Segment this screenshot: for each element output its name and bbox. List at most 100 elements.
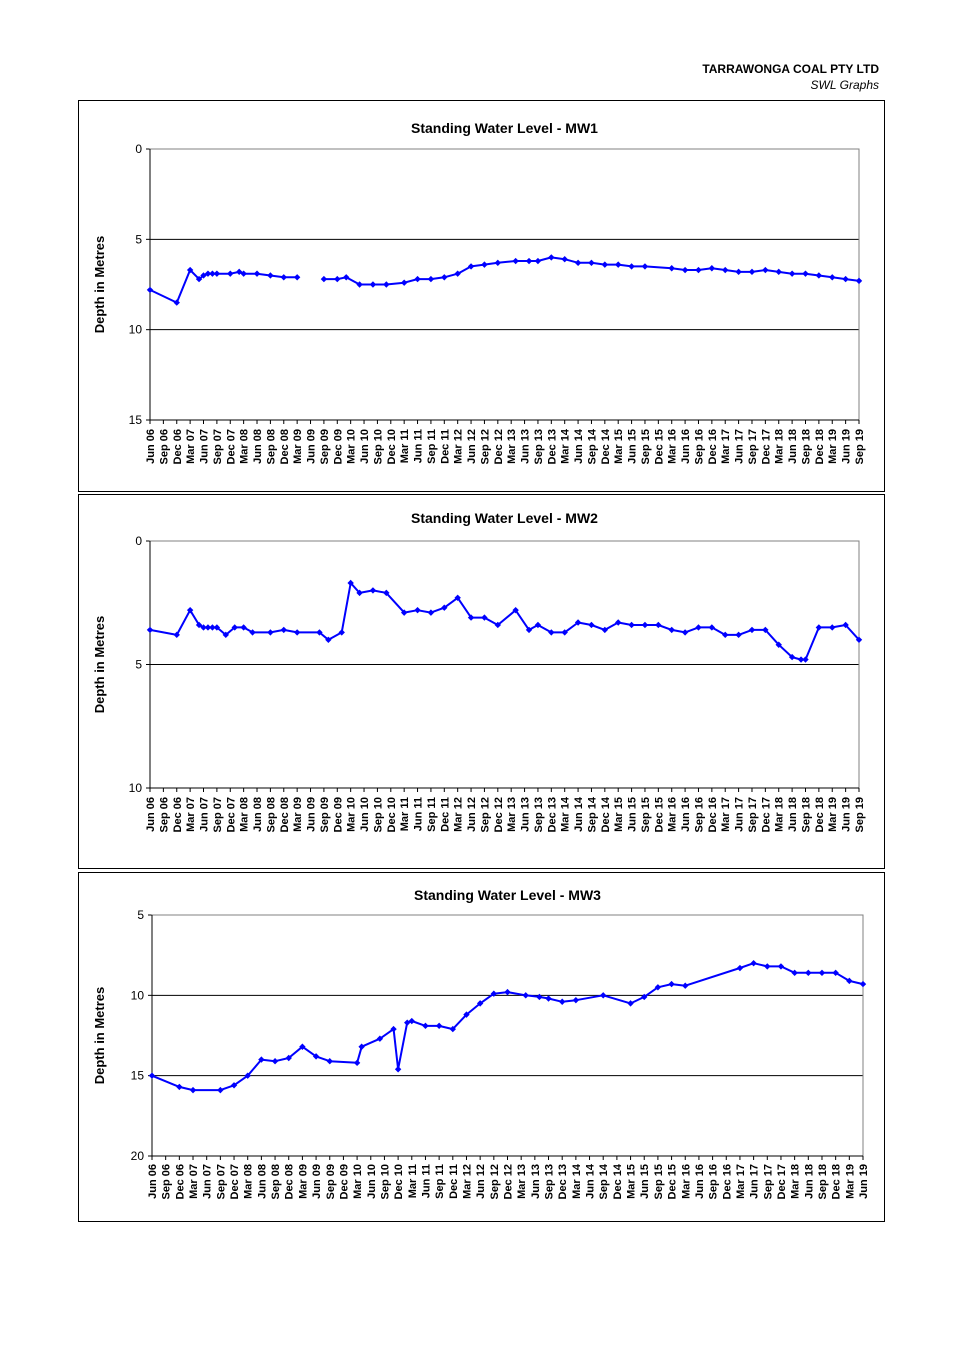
x-tick-label: Dec 10 [386, 429, 398, 464]
x-tick-label: Sep 06 [158, 797, 170, 832]
data-point [601, 261, 609, 268]
data-point [829, 624, 836, 631]
data-point [204, 270, 212, 277]
x-tick-label: Dec 11 [439, 797, 451, 832]
x-tick-label: Sep 08 [270, 1164, 282, 1199]
x-tick-label: Dec 06 [172, 797, 184, 832]
data-point [534, 257, 542, 265]
x-tick-label: Sep 12 [479, 797, 491, 832]
x-tick-label: Sep 14 [598, 1163, 610, 1199]
y-tick-label: 10 [129, 323, 143, 337]
x-tick-label: Sep 18 [817, 1164, 829, 1199]
x-tick-label: Jun 15 [639, 1164, 651, 1199]
x-tick-label: Mar 18 [774, 797, 786, 832]
data-point [189, 1086, 197, 1094]
data-point [842, 621, 849, 629]
chart-title: Standing Water Level - MW3 [414, 887, 601, 903]
data-point [267, 272, 274, 279]
data-point [271, 1058, 279, 1065]
data-point [358, 1043, 365, 1050]
x-tick-label: Jun 17 [734, 797, 746, 832]
y-axis-label: Depth in Metres [92, 987, 107, 1085]
x-tick-label: Dec 14 [600, 796, 612, 832]
y-tick-label: 15 [129, 413, 143, 427]
x-tick-label: Jun 15 [627, 797, 639, 832]
data-point [176, 1083, 183, 1091]
data-point [522, 992, 529, 999]
x-tick-label: Sep 14 [586, 796, 598, 832]
data-point [334, 275, 341, 283]
x-tick-label: Dec 17 [760, 429, 772, 464]
x-tick-label: Jun 18 [803, 1164, 815, 1199]
data-point [356, 281, 363, 288]
x-tick-label: Mar 15 [613, 797, 625, 832]
x-tick-label: Jun 06 [145, 797, 157, 832]
data-point [186, 266, 194, 274]
x-tick-label: Mar 16 [680, 1164, 692, 1199]
x-tick-label: Jun 11 [413, 429, 425, 463]
x-tick-label: Mar 15 [613, 429, 625, 464]
x-tick-label: Jun 07 [199, 797, 211, 832]
data-point [762, 266, 769, 274]
x-tick-label: Jun 15 [627, 429, 639, 464]
data-point [615, 619, 622, 626]
x-tick-label: Sep 10 [379, 1164, 391, 1199]
x-tick-label: Sep 12 [479, 429, 491, 464]
data-point [394, 1066, 402, 1073]
x-tick-label: Mar 13 [506, 797, 518, 832]
data-point [775, 268, 782, 276]
data-point [750, 960, 757, 967]
x-tick-label: Dec 12 [493, 797, 505, 832]
x-tick-label: Sep 10 [372, 797, 384, 832]
x-tick-label: Dec 18 [831, 1164, 843, 1199]
x-tick-label: Dec 13 [557, 1164, 569, 1199]
x-tick-label: Dec 17 [760, 797, 772, 832]
data-point [628, 263, 635, 270]
x-tick-label: Jun 07 [202, 1164, 214, 1199]
x-tick-label: Jun 14 [585, 1163, 597, 1199]
data-point [369, 281, 377, 288]
x-tick-label: Jun 10 [359, 797, 371, 832]
x-tick-label: Jun 13 [520, 797, 532, 832]
x-tick-label: Mar 11 [399, 429, 411, 463]
x-tick-label: Jun 12 [466, 429, 478, 464]
data-point [682, 982, 689, 989]
data-point [588, 621, 595, 629]
data-point [227, 270, 234, 277]
x-tick-label: Jun 18 [787, 429, 799, 464]
data-point [213, 270, 221, 277]
x-tick-label: Sep 16 [693, 429, 705, 464]
x-tick-label: Dec 06 [172, 429, 184, 464]
y-tick-label: 10 [129, 781, 143, 795]
y-tick-label: 5 [137, 908, 144, 922]
x-tick-label: Mar 07 [185, 429, 197, 464]
chart-mw1: Standing Water Level - MW1 Depth in Metre… [92, 120, 866, 464]
y-tick-label: 0 [135, 142, 142, 156]
x-tick-label: Jun 19 [841, 797, 853, 832]
x-tick-label: Sep 09 [325, 1164, 337, 1199]
data-point [805, 969, 812, 977]
data-point [320, 275, 328, 283]
x-tick-label: Sep 15 [640, 797, 652, 832]
data-point [217, 1086, 224, 1094]
x-tick-label: Sep 10 [372, 429, 384, 464]
x-tick-label: Jun 11 [420, 1164, 432, 1198]
x-tick-label: Sep 18 [800, 797, 812, 832]
data-point [280, 626, 287, 634]
x-tick-label: Jun 08 [256, 1164, 268, 1199]
y-tick-label: 5 [135, 658, 142, 672]
y-tick-label: 5 [135, 232, 142, 246]
x-tick-label: Dec 09 [332, 797, 344, 832]
x-tick-label: Sep 07 [212, 429, 224, 464]
data-point [777, 963, 785, 970]
data-point [681, 629, 689, 636]
series-line [149, 582, 860, 661]
document-subtitle: SWL Graphs [810, 78, 879, 92]
plot-area [151, 914, 864, 1157]
x-tick-label: Jun 17 [749, 1164, 761, 1199]
x-tick-label: Sep 09 [319, 429, 331, 464]
x-tick-label: Sep 13 [533, 429, 545, 464]
x-tick-label: Dec 07 [229, 1164, 241, 1199]
x-tick-label: Dec 06 [174, 1164, 186, 1199]
data-point [708, 265, 716, 272]
